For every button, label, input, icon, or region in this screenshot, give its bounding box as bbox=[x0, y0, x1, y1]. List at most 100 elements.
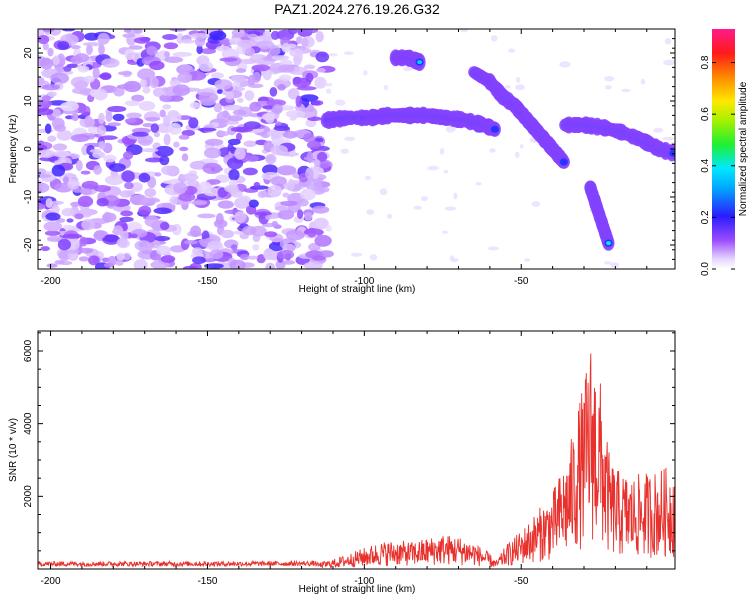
spectrogram-cell bbox=[209, 249, 224, 260]
spectrogram-cell bbox=[253, 181, 261, 188]
spectrogram-cell bbox=[273, 125, 290, 131]
spectrogram-cell bbox=[604, 75, 615, 82]
spectrogram-cell bbox=[154, 145, 174, 157]
snr-x-ticks: -200 -150 -100 -50 bbox=[41, 331, 648, 587]
spectrogram-cell bbox=[149, 76, 159, 89]
spectrogram-cell bbox=[192, 256, 206, 265]
spectrogram-cell bbox=[144, 215, 159, 227]
snr-x-axis-label: Height of straight line (km) bbox=[299, 584, 416, 595]
spectrogram-cell bbox=[124, 118, 137, 123]
spectrogram-cell bbox=[123, 151, 134, 160]
spectrogram-cell bbox=[314, 76, 327, 89]
spectrogram-cell bbox=[490, 125, 499, 133]
spectrogram-cell bbox=[83, 75, 95, 83]
colorbar-label: Normalized spectral amplitude bbox=[738, 81, 749, 216]
spectrogram-cell bbox=[237, 97, 244, 103]
spectrogram-cell bbox=[312, 255, 326, 261]
spectrogram-cell bbox=[264, 231, 278, 238]
spectrogram-cell bbox=[233, 86, 245, 92]
spectrogram-cell bbox=[275, 121, 282, 126]
spectrogram-cell bbox=[138, 101, 156, 111]
spectrogram-cell bbox=[248, 199, 259, 208]
spectrogram-cell bbox=[515, 76, 521, 83]
spectrogram-cell bbox=[107, 105, 127, 113]
spectrogram-cell bbox=[124, 100, 140, 107]
spectrogram-cell bbox=[508, 48, 516, 53]
spectrogram-cell bbox=[122, 33, 136, 38]
spectrogram-cell bbox=[181, 129, 195, 137]
spectrogram-cell bbox=[38, 108, 54, 116]
spectrogram-cell bbox=[159, 155, 170, 166]
spectrogram-cell bbox=[60, 101, 79, 112]
spectrogram-y-ticks: -20 -10 0 10 20 bbox=[23, 28, 675, 270]
spectrogram-cell bbox=[335, 99, 346, 106]
spectrogram-cell bbox=[131, 94, 145, 102]
spectrogram-cell bbox=[74, 213, 84, 220]
spectrogram-cell bbox=[92, 67, 100, 79]
spectrogram-cell bbox=[265, 153, 277, 165]
spectrogram-cell bbox=[42, 29, 55, 33]
spectrogram-cell bbox=[200, 48, 217, 55]
spectrogram-cell bbox=[216, 111, 231, 124]
spectrogram-cell bbox=[303, 261, 323, 269]
spectrogram-cell bbox=[116, 252, 125, 261]
spectrogram-cell bbox=[449, 255, 455, 262]
spectrogram-cell bbox=[252, 71, 261, 83]
spectrogram-cell bbox=[124, 182, 134, 190]
spectrogram-cell bbox=[70, 134, 90, 143]
spectrogram-cell bbox=[92, 151, 106, 159]
spectrogram-cell bbox=[194, 36, 206, 47]
spectrogram-cell bbox=[103, 262, 115, 268]
spectrogram-cell bbox=[653, 127, 664, 133]
spectrogram-cell bbox=[45, 198, 53, 208]
spectrogram-cell bbox=[444, 206, 457, 211]
spectrogram-cell bbox=[119, 190, 133, 198]
spectrogram-cell bbox=[296, 86, 317, 91]
spectrogram-cell bbox=[173, 182, 188, 194]
spectrogram-cell bbox=[251, 64, 271, 72]
colorbar-tick-label: 0.2 bbox=[700, 210, 711, 224]
spectrogram-cell bbox=[56, 130, 73, 141]
spectrogram-cell bbox=[272, 104, 283, 115]
spectrogram-cell bbox=[104, 175, 124, 186]
spectrogram-cell bbox=[126, 112, 142, 119]
spectrogram-cell bbox=[204, 147, 221, 159]
spectrogram-cell bbox=[162, 179, 181, 185]
spectrogram-cell bbox=[219, 57, 238, 62]
spectrogram-cell bbox=[252, 244, 260, 251]
spectrogram-cell bbox=[107, 122, 122, 127]
spectrogram-cell bbox=[443, 170, 449, 174]
spectrogram-cell bbox=[192, 247, 203, 255]
y-tick-label: 2000 bbox=[23, 485, 34, 508]
spectrogram-cell bbox=[369, 254, 378, 261]
y-tick-label: 4000 bbox=[23, 412, 34, 435]
spectrogram-cell bbox=[105, 112, 113, 122]
spectrogram-cell bbox=[366, 209, 375, 216]
spectrogram-cell bbox=[162, 104, 172, 110]
spectrogram-cell bbox=[41, 95, 51, 102]
spectrogram-cell bbox=[559, 61, 571, 68]
spectrogram-cell bbox=[211, 72, 224, 79]
spectrogram-cell bbox=[163, 133, 171, 146]
spectrogram-cell bbox=[270, 176, 287, 186]
spectrogram-cell bbox=[153, 207, 172, 215]
spectrogram-cell bbox=[47, 47, 54, 57]
spectrogram-cell bbox=[237, 195, 252, 208]
spectrogram-cell bbox=[242, 225, 257, 236]
spectrogram-cell bbox=[460, 29, 468, 33]
spectrogram-cell bbox=[40, 57, 53, 70]
spectrogram-cell bbox=[164, 51, 170, 58]
spectrogram-cell bbox=[154, 235, 171, 242]
spectrogram-cell bbox=[178, 192, 196, 202]
spectrogram-cell bbox=[164, 56, 184, 63]
spectrogram-cell bbox=[137, 68, 156, 80]
spectrogram-cell bbox=[271, 220, 279, 227]
spectrogram-cell bbox=[98, 73, 112, 79]
spectrogram-cell bbox=[343, 51, 354, 55]
spectrogram-cell bbox=[243, 140, 257, 148]
spectrogram-cell bbox=[121, 170, 135, 183]
spectrogram-cell bbox=[214, 79, 233, 90]
spectrogram-cell bbox=[232, 81, 241, 87]
spectrogram-plot bbox=[38, 29, 675, 269]
